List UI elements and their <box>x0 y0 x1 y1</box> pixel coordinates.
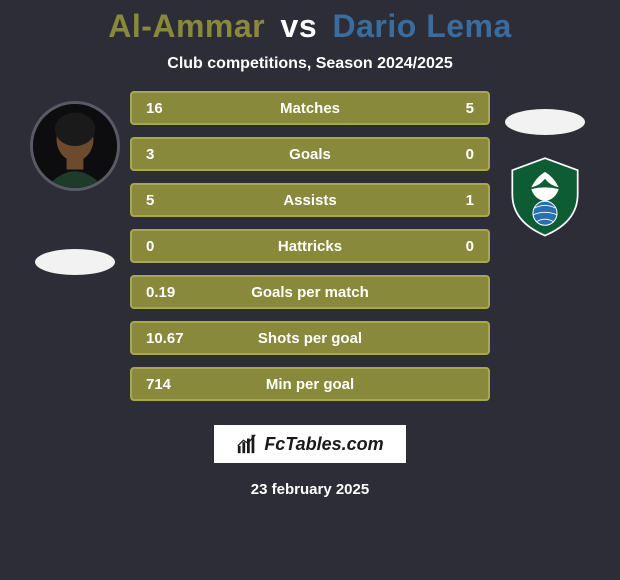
player-silhouette-icon <box>33 104 117 188</box>
page-title: Al-Ammar vs Dario Lema <box>108 8 512 45</box>
stat-value-right: 5 <box>426 100 474 117</box>
subtitle: Club competitions, Season 2024/2025 <box>167 55 452 73</box>
comparison-card: Al-Ammar vs Dario Lema Club competitions… <box>0 0 620 580</box>
brand-text: FcTables.com <box>264 434 383 455</box>
stat-value-left: 0.19 <box>146 284 194 301</box>
stat-label: Min per goal <box>194 376 426 393</box>
title-vs: vs <box>281 8 318 44</box>
player1-club-badge-placeholder <box>35 249 115 275</box>
title-player2: Dario Lema <box>333 8 512 44</box>
stat-label: Goals <box>194 146 426 163</box>
player2-side <box>490 91 600 239</box>
player2-club-crest <box>502 153 588 239</box>
stats-column: 16Matches53Goals05Assists10Hattricks00.1… <box>130 91 490 401</box>
stat-row: 714Min per goal <box>130 367 490 401</box>
brand-badge: FcTables.com <box>214 425 405 463</box>
content-row: 16Matches53Goals05Assists10Hattricks00.1… <box>0 91 620 401</box>
date-label: 23 february 2025 <box>251 481 369 498</box>
stat-row: 0.19Goals per match <box>130 275 490 309</box>
stat-label: Assists <box>194 192 426 209</box>
player1-avatar <box>30 101 120 191</box>
stat-label: Shots per goal <box>194 330 426 347</box>
title-player1: Al-Ammar <box>108 8 265 44</box>
stat-value-left: 0 <box>146 238 194 255</box>
stat-row: 10.67Shots per goal <box>130 321 490 355</box>
stat-label: Goals per match <box>194 284 426 301</box>
stat-row: 16Matches5 <box>130 91 490 125</box>
stat-label: Matches <box>194 100 426 117</box>
club-crest-icon <box>502 153 588 239</box>
stat-row: 0Hattricks0 <box>130 229 490 263</box>
brand-logo-icon <box>236 433 258 455</box>
stat-label: Hattricks <box>194 238 426 255</box>
player2-avatar-placeholder <box>505 109 585 135</box>
stat-value-right: 0 <box>426 146 474 163</box>
stat-row: 5Assists1 <box>130 183 490 217</box>
player1-avatar-wrap <box>30 101 120 275</box>
stat-value-left: 714 <box>146 376 194 393</box>
stat-value-left: 16 <box>146 100 194 117</box>
stat-value-left: 5 <box>146 192 194 209</box>
stat-value-right: 0 <box>426 238 474 255</box>
stat-value-left: 10.67 <box>146 330 194 347</box>
stat-value-right: 1 <box>426 192 474 209</box>
stat-value-left: 3 <box>146 146 194 163</box>
stat-row: 3Goals0 <box>130 137 490 171</box>
player1-side <box>20 91 130 275</box>
